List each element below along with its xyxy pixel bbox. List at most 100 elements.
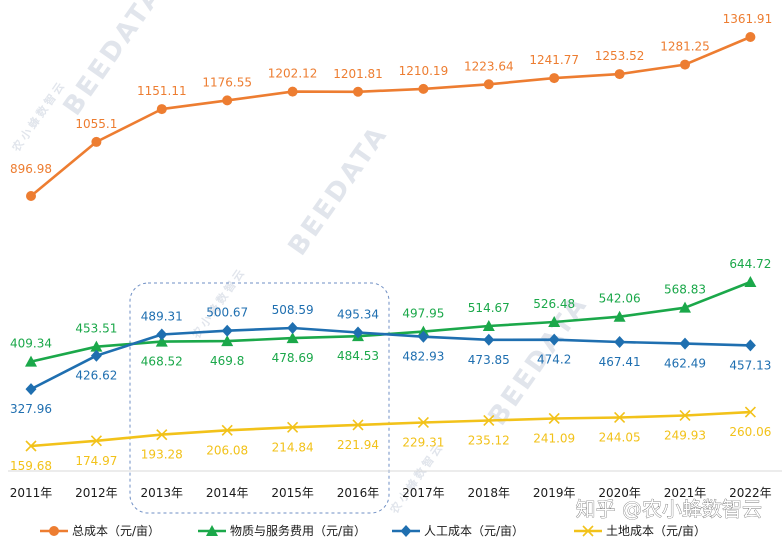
- data-point: [418, 83, 429, 94]
- series-layer: 896.98 1055.1 1151.11 1176.55 1202.12 1201.81…: [10, 12, 772, 473]
- x-tick-label: 2013年: [141, 486, 184, 500]
- x-tick-label: 2014年: [206, 486, 249, 500]
- series-2: 327.96 426.62 489.31 500.67 508.59 495.34 482.…: [10, 303, 771, 416]
- x-tick-label: 2018年: [468, 486, 511, 500]
- data-point: [155, 335, 168, 347]
- data-label: 244.05: [599, 430, 641, 444]
- data-point: [287, 86, 298, 97]
- data-label: 221.94: [337, 438, 379, 452]
- legend-label: 人工成本（元/亩）: [424, 523, 524, 538]
- data-label: 241.09: [533, 431, 575, 445]
- data-point: [548, 315, 561, 327]
- x-tick-label: 2011年: [10, 486, 53, 500]
- data-point: [483, 414, 495, 427]
- data-point: [221, 335, 234, 347]
- data-point: [221, 324, 233, 337]
- data-label: 462.49: [664, 357, 706, 371]
- data-point: [744, 339, 756, 352]
- data-point: [90, 340, 103, 352]
- data-label: 478.69: [272, 351, 314, 365]
- legend-marker: [49, 526, 59, 536]
- data-label: 542.06: [599, 292, 641, 306]
- data-point: [25, 383, 37, 396]
- data-point: [90, 349, 102, 362]
- series-line: [30, 410, 751, 448]
- data-label: 500.67: [206, 306, 248, 320]
- data-label: 206.08: [206, 443, 248, 457]
- data-label: 1055.1: [75, 117, 117, 131]
- data-label: 1201.81: [333, 67, 383, 81]
- legend-item: 人工成本（元/亩）: [392, 523, 524, 538]
- watermark: BEEDATA: [58, 0, 170, 121]
- watermark: 农小蜂数智云: [8, 77, 68, 155]
- data-point: [744, 276, 757, 287]
- data-point: [679, 301, 691, 313]
- data-label: 495.34: [337, 308, 379, 322]
- series-3: 159.68 174.97 193.28 206.08 214.84 221.94 229.…: [10, 406, 771, 473]
- data-label: 174.97: [75, 454, 117, 468]
- data-label: 468.52: [141, 355, 183, 369]
- data-point: [156, 429, 168, 441]
- data-point: [353, 86, 363, 97]
- data-label: 327.96: [10, 402, 52, 416]
- data-point: [352, 419, 364, 431]
- highlight-box-2013-2016: [129, 282, 390, 514]
- x-tick-label: 2016年: [337, 486, 380, 500]
- x-tick-label: 2020年: [598, 486, 641, 500]
- data-point: [287, 421, 299, 433]
- legend: 总成本（元/亩） 物质与服务费用（元/亩） 人工成本（元/亩） 土地成本（元/亩）: [40, 523, 706, 538]
- data-point: [745, 32, 756, 42]
- data-point: [483, 79, 494, 90]
- data-point: [548, 412, 560, 425]
- series-line: [30, 280, 751, 363]
- data-label: 235.12: [468, 433, 510, 447]
- data-label: 526.48: [533, 297, 575, 311]
- data-point: [222, 95, 233, 106]
- data-point: [548, 333, 560, 346]
- data-point: [417, 330, 429, 343]
- data-point: [614, 411, 626, 424]
- series-1: 409.34 453.51 468.52 469.8 478.69 484.53 497.9…: [10, 257, 771, 369]
- legend-label: 物质与服务费用（元/亩）: [230, 523, 366, 538]
- data-label: 514.67: [468, 301, 510, 315]
- series-line: [30, 326, 751, 391]
- data-label: 260.06: [729, 425, 771, 439]
- data-label: 249.93: [664, 428, 706, 442]
- x-tick-label: 2012年: [75, 486, 118, 500]
- data-point: [680, 59, 690, 70]
- x-tick-label: 2021年: [664, 486, 707, 500]
- data-label: 453.51: [75, 322, 117, 336]
- data-point: [221, 424, 233, 436]
- x-tick-label: 2017年: [402, 486, 445, 500]
- data-label: 644.72: [729, 257, 771, 271]
- data-label: 426.62: [75, 369, 117, 383]
- legend-label: 土地成本（元/亩）: [606, 523, 706, 538]
- data-label: 1253.52: [595, 49, 645, 63]
- data-label: 1241.77: [529, 53, 579, 67]
- data-label: 482.93: [402, 350, 444, 364]
- data-label: 896.98: [10, 162, 52, 176]
- data-label: 484.53: [337, 349, 379, 363]
- data-point: [156, 328, 168, 341]
- data-label: 409.34: [10, 337, 52, 351]
- data-label: 497.95: [402, 307, 444, 321]
- data-label: 1361.91: [723, 12, 773, 26]
- data-label: 1281.25: [660, 40, 710, 54]
- legend-marker: [400, 525, 412, 537]
- data-label: 474.2: [537, 353, 571, 367]
- data-point: [679, 337, 691, 350]
- data-label: 1202.12: [268, 67, 318, 81]
- data-point: [90, 435, 102, 447]
- data-point: [483, 333, 495, 346]
- data-point: [286, 332, 299, 344]
- data-label: 508.59: [272, 303, 314, 317]
- data-point: [482, 319, 495, 331]
- data-label: 467.41: [599, 355, 641, 369]
- data-label: 159.68: [10, 459, 52, 473]
- legend-item: 总成本（元/亩）: [40, 523, 160, 538]
- data-label: 568.83: [664, 283, 706, 297]
- data-label: 457.13: [729, 358, 771, 372]
- data-point: [614, 69, 625, 80]
- series-line: [30, 35, 751, 198]
